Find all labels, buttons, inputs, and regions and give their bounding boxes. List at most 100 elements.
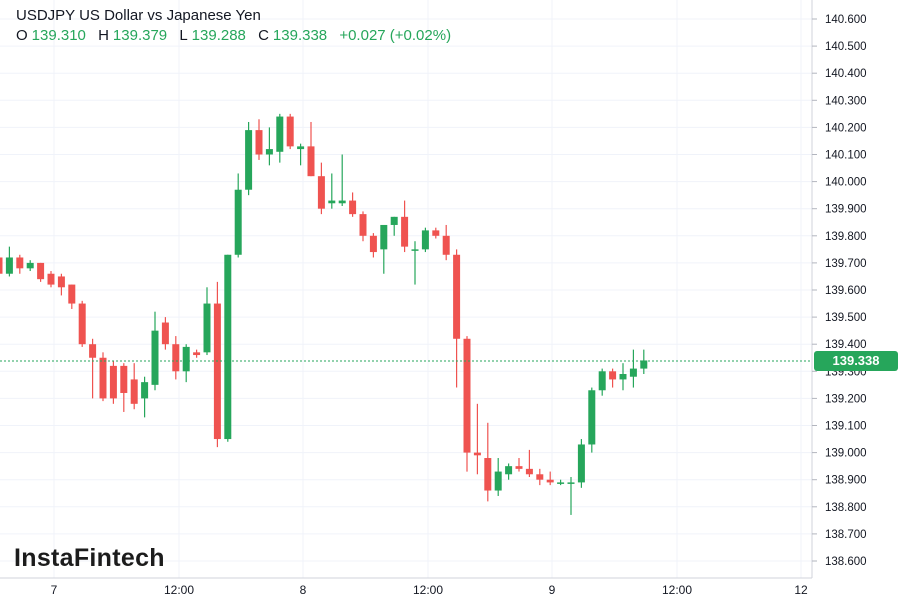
candle <box>317 162 325 215</box>
candle-body <box>203 303 211 353</box>
x-tick-label: 12:00 <box>164 583 194 597</box>
candle <box>369 233 377 258</box>
candle-body <box>151 330 159 385</box>
y-tick-label: 139.200 <box>825 393 867 405</box>
candle-body <box>473 452 481 456</box>
candle-body <box>89 344 97 358</box>
candle-body <box>369 235 377 253</box>
candle-body <box>26 262 34 269</box>
y-tick-label: 139.000 <box>825 448 867 460</box>
y-tick-label: 138.700 <box>825 529 867 541</box>
candle-body <box>629 368 637 377</box>
candle-body <box>640 360 648 369</box>
candle <box>47 271 55 288</box>
candle <box>255 119 263 160</box>
candle-body <box>47 273 55 285</box>
candle <box>26 260 34 272</box>
open-label: O <box>16 27 28 44</box>
candle <box>421 227 429 253</box>
candle-body <box>265 149 273 155</box>
candle-body <box>276 116 284 152</box>
last-price-tag: 139.338 <box>814 351 898 371</box>
candle-body <box>328 200 336 204</box>
candle-body <box>57 276 65 288</box>
candle <box>161 317 169 350</box>
candle-body <box>494 471 502 491</box>
candle <box>109 360 117 404</box>
candle <box>37 262 45 282</box>
candle <box>68 284 76 309</box>
candle-body <box>297 146 305 150</box>
ohlc-readout: O 139.310 H 139.379 L 139.288 C 139.338 +0.0… <box>16 26 451 46</box>
candle-body <box>78 303 86 345</box>
y-tick-label: 140.100 <box>825 150 867 162</box>
candle-body <box>317 176 325 209</box>
candle <box>349 192 357 217</box>
candle <box>567 476 575 515</box>
close-label: C <box>258 27 269 44</box>
candle-body <box>536 474 544 480</box>
y-tick-label: 140.300 <box>825 95 867 107</box>
candle <box>557 479 565 486</box>
y-tick-label: 139.900 <box>825 204 867 216</box>
y-tick-label: 139.700 <box>825 258 867 270</box>
candle <box>525 449 533 477</box>
candle <box>276 113 284 163</box>
candle <box>609 368 617 388</box>
x-tick-label: 9 <box>549 583 556 597</box>
candle-body <box>307 146 315 177</box>
candle <box>172 336 180 380</box>
candle <box>390 216 398 236</box>
time-axis: 7 12:00 8 12:00 9 12:00 12 <box>51 583 808 597</box>
candle-body <box>37 262 45 280</box>
candle <box>338 154 346 206</box>
candle-body <box>161 322 169 345</box>
candle-body <box>609 371 617 380</box>
candle-body <box>245 130 253 190</box>
candle <box>224 254 232 442</box>
candle <box>16 254 24 274</box>
x-tick-label: 12 <box>794 583 808 597</box>
candle <box>640 349 648 375</box>
candle <box>484 422 492 502</box>
candle <box>78 300 86 347</box>
candle <box>130 363 138 410</box>
candle-body <box>338 200 346 204</box>
y-tick-label: 139.400 <box>825 339 867 351</box>
open-value: 139.310 <box>31 27 86 44</box>
candle <box>151 311 159 391</box>
y-tick-label: 139.600 <box>825 285 867 297</box>
candle-body <box>0 257 3 274</box>
symbol-title: USDJPY US Dollar vs Japanese Yen <box>16 7 261 24</box>
y-tick-label: 140.400 <box>825 68 867 80</box>
candle <box>494 458 502 496</box>
y-tick-label: 138.800 <box>825 502 867 514</box>
candle-body <box>99 357 107 399</box>
y-tick-label: 140.600 <box>825 14 867 26</box>
chart-legend: USDJPY US Dollar vs Japanese Yen O 139.31… <box>16 6 451 46</box>
candle <box>234 173 242 258</box>
candle <box>297 143 305 166</box>
candle-body <box>359 214 367 236</box>
candle-body <box>463 338 471 453</box>
candle-body <box>484 458 492 491</box>
candle-body <box>411 249 419 251</box>
x-tick-label: 12:00 <box>413 583 443 597</box>
candle <box>505 463 513 480</box>
candle <box>432 227 440 239</box>
candle <box>0 257 3 274</box>
candle <box>629 349 637 388</box>
candle-body <box>453 254 461 339</box>
candle <box>453 249 461 388</box>
low-label: L <box>179 27 188 44</box>
candle-body <box>130 379 138 404</box>
candle-body <box>224 254 232 440</box>
candle <box>411 241 419 285</box>
candle <box>245 121 253 196</box>
candle <box>401 200 409 253</box>
y-tick-label: 138.900 <box>825 475 867 487</box>
y-tick-label: 139.500 <box>825 312 867 324</box>
y-tick-label: 139.800 <box>825 231 867 243</box>
y-tick-label: 140.200 <box>825 122 867 134</box>
